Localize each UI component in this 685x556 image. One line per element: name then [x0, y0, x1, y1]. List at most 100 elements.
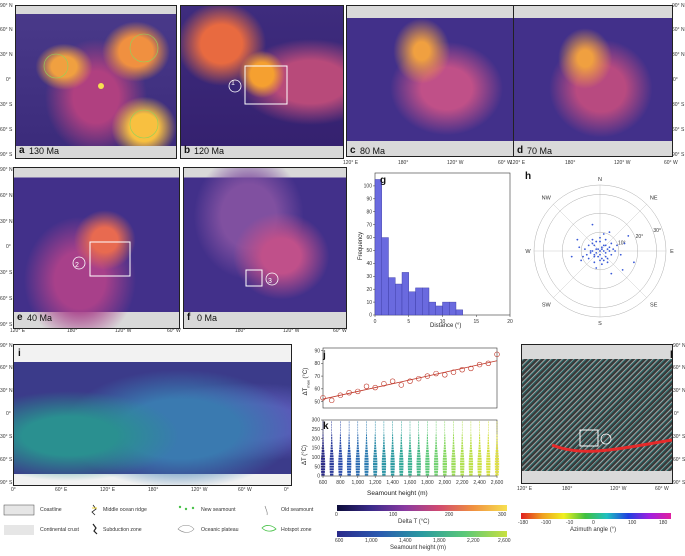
- k-strip-cell: [338, 468, 343, 471]
- k-x-tick-label: 2,000: [439, 480, 452, 486]
- polar-point: [608, 231, 611, 234]
- k-strip-cell: [425, 468, 430, 471]
- legend-symbols: [3, 504, 277, 535]
- j-y-tick-label: 50: [314, 399, 320, 405]
- k-strip-cell: [399, 455, 404, 458]
- j-point: [433, 370, 439, 377]
- k-strip-cell: [417, 473, 421, 476]
- k-strip-cell: [470, 429, 472, 432]
- y-tick-label: 40: [366, 261, 372, 267]
- k-strip-cell: [340, 423, 341, 426]
- k-strip-cell: [373, 470, 378, 473]
- map-e: [13, 167, 180, 329]
- histogram-bar: [428, 301, 436, 316]
- k-strip-cell: [364, 465, 369, 468]
- k-strip-cell: [486, 468, 491, 471]
- legend-hotspot: Hotspot zone: [281, 527, 312, 533]
- k-strip-cell: [496, 439, 498, 442]
- k-strip-cell: [383, 439, 385, 442]
- k-strip-cell: [486, 465, 491, 468]
- k-strip-cell: [382, 449, 386, 452]
- k-strip-cell: [357, 423, 359, 426]
- polar-point: [587, 257, 590, 260]
- k-strip-cell: [381, 470, 386, 473]
- k-strip-cell: [355, 470, 360, 473]
- histogram-xlabel: Distance (°): [430, 323, 462, 329]
- y-tick-label: 100: [364, 184, 373, 190]
- k-strip-cell: [478, 439, 481, 442]
- k-strip-cell: [340, 421, 341, 424]
- k-strip-cell: [486, 457, 491, 460]
- colorbar-delta-title: Delta T (°C): [398, 519, 430, 525]
- polar-point: [593, 253, 596, 256]
- k-strip-cell: [487, 442, 490, 445]
- k-strip-cell: [392, 426, 393, 429]
- histogram-bar: [449, 301, 457, 316]
- k-strip-cell: [433, 465, 439, 468]
- k-strip-cell: [468, 468, 473, 471]
- k-strip-cell: [348, 439, 350, 442]
- colorbar-height-title: Seamount height (m): [390, 545, 447, 551]
- k-strip-cell: [347, 455, 351, 458]
- polar-point: [591, 238, 594, 241]
- k-strip-cell: [496, 426, 498, 429]
- marker-box-2: [72, 241, 131, 277]
- polar-point: [585, 253, 588, 256]
- k-strip-cell: [400, 436, 402, 439]
- polar-point: [582, 255, 584, 258]
- panel-letter-a: a: [19, 145, 25, 156]
- k-strip-cell: [340, 431, 341, 434]
- polar-point: [602, 233, 605, 235]
- polar-spoke: [553, 250, 601, 298]
- k-strip-cell: [383, 423, 385, 426]
- k-strip-cell: [381, 457, 386, 460]
- k-strip-cell: [451, 465, 456, 468]
- k-strip-cell: [469, 473, 473, 476]
- k-strip-cell: [451, 468, 456, 471]
- k-strip-cell: [322, 429, 324, 432]
- k-strip-cell: [417, 447, 420, 450]
- k-xlabel: Seamount height (m): [367, 490, 428, 497]
- k-strip-cell: [427, 429, 428, 432]
- k-strip-cell: [330, 444, 333, 447]
- k-strip-cell: [348, 444, 350, 447]
- k-strip-cell: [401, 429, 402, 432]
- ring-label: 30°: [653, 228, 661, 234]
- k-strip-cell: [399, 460, 404, 463]
- legend: Coastline Continental crust Middle ocean…: [0, 503, 685, 556]
- k-strip-cell: [444, 421, 446, 424]
- k-strip-cell: [348, 431, 350, 434]
- polar-point: [627, 235, 630, 237]
- panel-age-b: 120 Ma: [194, 146, 225, 156]
- k-strip-cell: [365, 436, 368, 439]
- k-strip-cell: [329, 457, 334, 460]
- k-strip-cell: [443, 455, 447, 458]
- k-y-tick-label: 200: [312, 436, 321, 442]
- j-point: [407, 378, 413, 384]
- k-strip-cell: [496, 436, 498, 439]
- k-strip-cell: [461, 426, 463, 429]
- k-strip-cell: [435, 426, 437, 429]
- l-overlay: [522, 345, 672, 483]
- k-strip-cell: [338, 465, 343, 468]
- k-strip-cell: [356, 447, 359, 450]
- polar-point: [591, 250, 594, 252]
- polar-point: [589, 250, 592, 252]
- j-point: [372, 384, 378, 391]
- k-strip-cell: [451, 473, 456, 476]
- k-strip-cell: [451, 455, 456, 458]
- polar-point: [600, 263, 603, 266]
- polar-point: [606, 261, 609, 264]
- k-strip-cell: [409, 439, 411, 442]
- y-tick-label: 70: [366, 222, 372, 228]
- k-strip-cell: [355, 468, 360, 471]
- k-strip-cell: [322, 421, 324, 424]
- histogram-bar: [455, 309, 463, 316]
- k-strip-cell: [488, 421, 489, 424]
- histogram-bar: [435, 305, 443, 316]
- k-strip-cell: [330, 473, 334, 476]
- k-strip-cell: [478, 452, 482, 455]
- k-strip-cell: [460, 470, 465, 473]
- k-strip-cell: [427, 426, 428, 429]
- k-strip-cell: [435, 429, 437, 432]
